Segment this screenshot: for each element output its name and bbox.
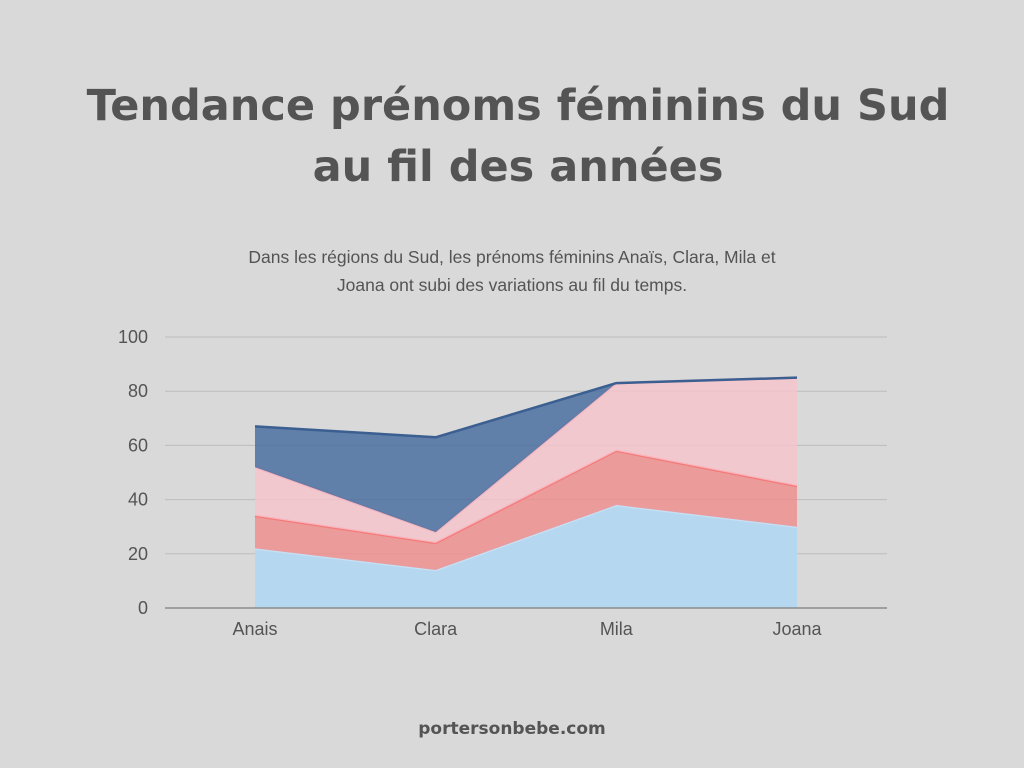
x-tick-label: Joana	[772, 619, 822, 639]
x-tick-label: Clara	[414, 619, 458, 639]
chart-subtitle: Dans les régions du Sud, les prénoms fém…	[180, 243, 844, 299]
chart-title-line-1: Tendance prénoms féminins du Sud	[86, 81, 950, 131]
y-tick-label: 60	[128, 435, 148, 455]
chart-title-line-2: au fil des années	[312, 142, 724, 192]
area-series-4-edge	[254, 376, 798, 439]
y-tick-label: 80	[128, 381, 148, 401]
chart-axes: 0 20 40 60 80 100 Anais Clara Mila Joana	[118, 327, 887, 639]
area-series-2	[255, 450, 797, 571]
area-series-4	[255, 377, 797, 533]
chart-areas	[254, 376, 798, 608]
area-series-1	[255, 505, 797, 608]
chart-subtitle-line-2: Joana ont subi des variations au fil du …	[336, 275, 688, 295]
chart-subtitle-line-1: Dans les régions du Sud, les prénoms fém…	[248, 247, 776, 267]
source-footer: portersonbebe.com	[418, 719, 606, 739]
y-tick-label: 100	[118, 327, 148, 347]
x-tick-label: Mila	[600, 619, 634, 639]
y-tick-label: 40	[128, 490, 148, 510]
y-tick-label: 20	[128, 544, 148, 564]
x-tick-label: Anais	[232, 619, 277, 639]
chart-title: Tendance prénoms féminins du Sud au fil …	[60, 76, 976, 198]
area-series-3	[255, 377, 797, 543]
y-tick-label: 0	[138, 598, 148, 618]
area-series-2-edge	[254, 449, 798, 545]
